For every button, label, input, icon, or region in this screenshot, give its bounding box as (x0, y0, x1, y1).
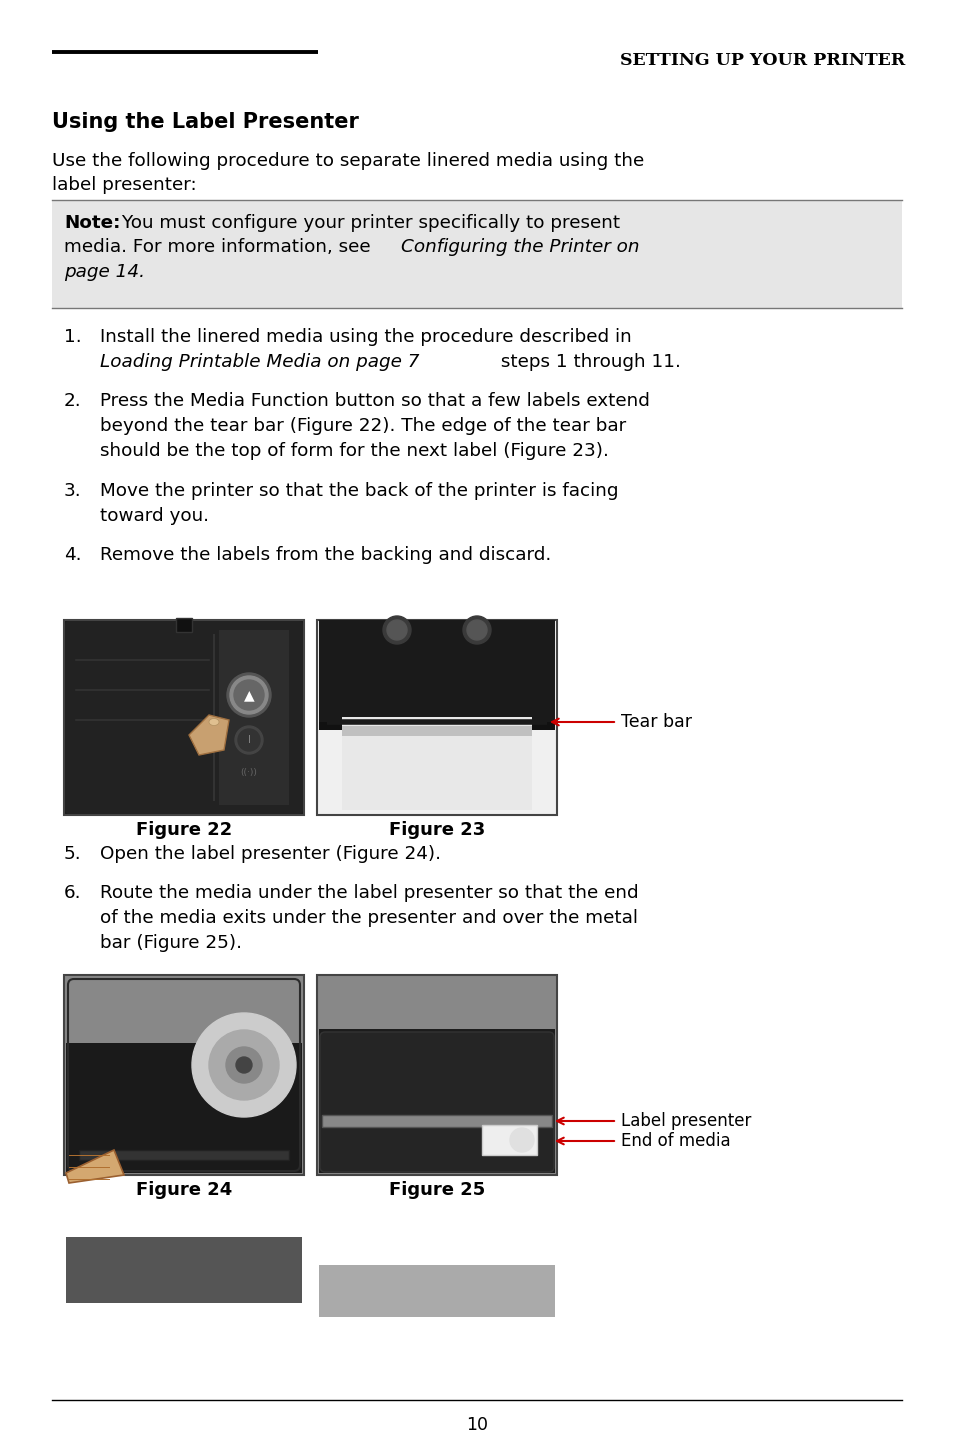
Text: media. For more information, see: media. For more information, see (64, 238, 376, 256)
FancyBboxPatch shape (65, 621, 303, 814)
Text: Use the following procedure to separate linered media using the: Use the following procedure to separate … (52, 152, 643, 170)
Text: Figure 23: Figure 23 (389, 821, 485, 839)
Text: should be the top of form for the next label (Figure 23).: should be the top of form for the next l… (100, 442, 608, 459)
Bar (175, 618, 192, 633)
Circle shape (230, 675, 268, 714)
Text: ▲: ▲ (243, 688, 254, 703)
Bar (481, 1125, 537, 1155)
Text: 1.: 1. (64, 328, 82, 346)
Text: Loading Printable Media on page 7: Loading Printable Media on page 7 (100, 353, 419, 371)
Circle shape (462, 615, 491, 644)
Circle shape (237, 728, 260, 751)
Text: Figure 24: Figure 24 (135, 1181, 232, 1199)
Circle shape (235, 1058, 252, 1073)
Text: Open the label presenter (Figure 24).: Open the label presenter (Figure 24). (100, 844, 440, 863)
Circle shape (382, 615, 411, 644)
Bar (64, 620, 304, 816)
Circle shape (226, 1047, 262, 1083)
FancyBboxPatch shape (319, 1032, 554, 1172)
Text: Figure 25: Figure 25 (389, 1181, 485, 1199)
Text: Remove the labels from the backing and discard.: Remove the labels from the backing and d… (100, 547, 551, 564)
Circle shape (192, 1013, 295, 1118)
Circle shape (209, 1030, 278, 1100)
Bar (66, 1236, 302, 1304)
Text: SETTING UP YOUR PRINTER: SETTING UP YOUR PRINTER (619, 52, 904, 69)
Bar (318, 620, 555, 727)
Text: 3.: 3. (64, 482, 82, 499)
Text: Note:: Note: (64, 215, 120, 232)
Bar (341, 717, 532, 810)
Bar (52, 200, 901, 308)
Text: 5.: 5. (64, 844, 82, 863)
Text: Using the Label Presenter: Using the Label Presenter (52, 112, 358, 132)
Text: Route the media under the label presenter so that the end: Route the media under the label presente… (100, 884, 638, 902)
Text: page 14.: page 14. (64, 263, 145, 280)
Polygon shape (189, 716, 229, 756)
Text: Figure 22: Figure 22 (135, 821, 232, 839)
Bar (341, 726, 532, 736)
Circle shape (510, 1128, 534, 1152)
Polygon shape (66, 1151, 124, 1183)
Text: I: I (247, 736, 251, 746)
Circle shape (234, 726, 263, 754)
Text: toward you.: toward you. (100, 507, 209, 525)
Text: steps 1 through 11.: steps 1 through 11. (495, 353, 680, 371)
Text: label presenter:: label presenter: (52, 176, 196, 195)
Text: 6.: 6. (64, 884, 81, 902)
Bar (219, 630, 289, 806)
Bar (66, 1043, 302, 1173)
Text: Label presenter: Label presenter (620, 1112, 751, 1130)
Text: Install the linered media using the procedure described in: Install the linered media using the proc… (100, 328, 631, 346)
Text: Tear bar: Tear bar (620, 713, 691, 731)
Bar (322, 1115, 552, 1128)
Bar (79, 1151, 289, 1161)
Text: 4.: 4. (64, 547, 81, 564)
Circle shape (467, 620, 486, 640)
Text: End of media: End of media (620, 1132, 730, 1151)
Bar (318, 1265, 555, 1317)
Text: ((·)): ((·)) (240, 767, 257, 777)
Circle shape (387, 620, 407, 640)
Bar (318, 723, 555, 730)
Text: 2.: 2. (64, 392, 82, 411)
Text: bar (Figure 25).: bar (Figure 25). (100, 934, 242, 952)
Text: Move the printer so that the back of the printer is facing: Move the printer so that the back of the… (100, 482, 618, 499)
Text: You must configure your printer specifically to present: You must configure your printer specific… (116, 215, 619, 232)
Text: Press the Media Function button so that a few labels extend: Press the Media Function button so that … (100, 392, 649, 411)
Text: beyond the tear bar (Figure 22). The edge of the tear bar: beyond the tear bar (Figure 22). The edg… (100, 416, 625, 435)
Text: Configuring the Printer on: Configuring the Printer on (400, 238, 639, 256)
Circle shape (233, 680, 264, 710)
Circle shape (227, 673, 271, 717)
Bar (316, 620, 557, 816)
Text: 10: 10 (465, 1417, 488, 1431)
Bar (64, 975, 304, 1175)
Bar (318, 1029, 555, 1173)
Bar (316, 975, 557, 1175)
Ellipse shape (209, 718, 219, 726)
Text: of the media exits under the presenter and over the metal: of the media exits under the presenter a… (100, 909, 638, 927)
